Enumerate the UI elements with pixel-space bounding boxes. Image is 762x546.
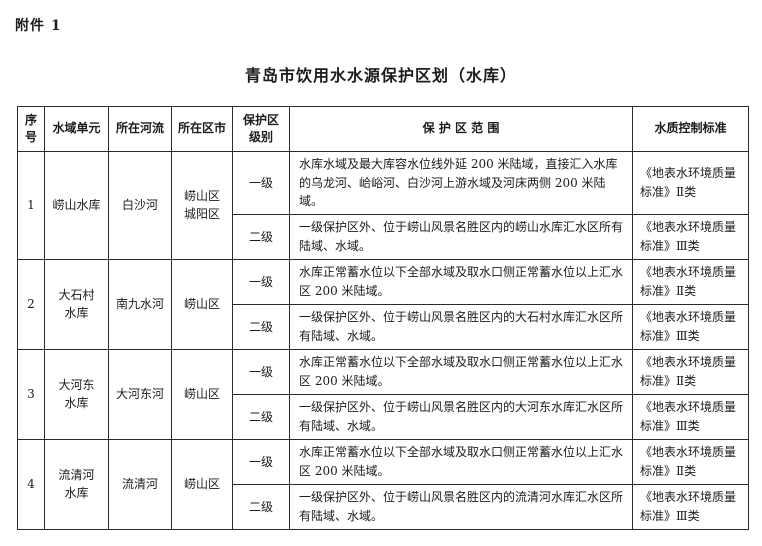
cell-level: 二级 (232, 213, 290, 260)
col-header-river: 所在河流 (108, 106, 172, 152)
cell-no: 2 (17, 258, 45, 350)
cell-no: 4 (17, 438, 45, 530)
cell-river: 南九水河 (108, 258, 172, 350)
cell-river: 大河东河 (108, 348, 172, 440)
cell-unit: 大河东 水库 (44, 348, 109, 440)
cell-unit: 崂山水库 (44, 151, 109, 260)
water-source-protection-table: 序 号 水域单元 所在河流 所在区市 保护区 级别 保 护 区 范 围 水质控制… (17, 106, 749, 530)
cell-level: 二级 (232, 303, 290, 350)
table-row: 二级 一级保护区外、位于崂山风景名胜区内的大河东水库汇水区所有陆域、水域。 《地… (18, 393, 749, 440)
cell-standard: 《地表水环境质量标准》Ⅱ类 (632, 438, 749, 485)
table-row: 二级 一级保护区外、位于崂山风景名胜区内的崂山水库汇水区所有陆域、水域。 《地表… (18, 213, 749, 260)
col-header-no: 序 号 (17, 106, 45, 152)
cell-scope: 水库水域及最大库容水位线外延 200 米陆域，直接汇入水库的乌龙河、峆峪河、白沙… (289, 151, 633, 215)
col-header-unit: 水域单元 (44, 106, 109, 152)
cell-standard: 《地表水环境质量标准》Ⅲ类 (632, 393, 749, 440)
cell-scope: 水库正常蓄水位以下全部水域及取水口侧正常蓄水位以上汇水区 200 米陆域。 (289, 438, 633, 485)
cell-scope: 一级保护区外、位于崂山风景名胜区内的大河东水库汇水区所有陆域、水域。 (289, 393, 633, 440)
cell-scope: 一级保护区外、位于崂山风景名胜区内的大石村水库汇水区所有陆域、水域。 (289, 303, 633, 350)
cell-district: 崂山区 (171, 438, 233, 530)
cell-standard: 《地表水环境质量标准》Ⅱ类 (632, 151, 749, 215)
table-row: 1 崂山水库 白沙河 崂山区 城阳区 一级 水库水域及最大库容水位线外延 200… (17, 151, 749, 260)
cell-scope: 一级保护区外、位于崂山风景名胜区内的流清河水库汇水区所有陆域、水域。 (289, 483, 633, 530)
cell-level: 二级 (232, 393, 290, 440)
cell-standard: 《地表水环境质量标准》Ⅱ类 (632, 258, 749, 305)
col-header-level: 保护区 级别 (232, 106, 290, 152)
col-header-district: 所在区市 (171, 106, 233, 152)
cell-scope: 水库正常蓄水位以下全部水域及取水口侧正常蓄水位以上汇水区 200 米陆域。 (289, 348, 633, 395)
cell-no: 3 (17, 348, 45, 440)
cell-unit: 流清河 水库 (44, 438, 109, 530)
page-title: 青岛市饮用水水源保护区划（水库） (244, 66, 517, 85)
table-row: 二级 一级保护区外、位于崂山风景名胜区内的大石村水库汇水区所有陆域、水域。 《地… (18, 303, 749, 350)
col-header-scope: 保 护 区 范 围 (289, 106, 633, 152)
table-row: 二级 一级保护区外、位于崂山风景名胜区内的流清河水库汇水区所有陆域、水域。 《地… (18, 483, 749, 530)
cell-level: 一级 (232, 438, 290, 485)
cell-standard: 《地表水环境质量标准》Ⅲ类 (632, 303, 749, 350)
cell-level: 一级 (232, 151, 290, 215)
cell-unit: 大石村 水库 (44, 258, 109, 350)
table-row: 2 大石村 水库 南九水河 崂山区 一级 水库正常蓄水位以下全部水域及取水口侧正… (17, 258, 749, 350)
cell-no: 1 (17, 151, 45, 260)
cell-river: 流清河 (108, 438, 172, 530)
cell-river: 白沙河 (108, 151, 172, 260)
header-row: 序 号 水域单元 所在河流 所在区市 保护区 级别 保 护 区 范 围 水质控制… (17, 106, 749, 152)
table-row: 4 流清河 水库 流清河 崂山区 一级 水库正常蓄水位以下全部水域及取水口侧正常… (17, 438, 749, 530)
cell-standard: 《地表水环境质量标准》Ⅲ类 (632, 483, 749, 530)
cell-level: 一级 (232, 258, 290, 305)
cell-district: 崂山区 (171, 348, 233, 440)
cell-level: 一级 (232, 348, 290, 395)
table-row: 3 大河东 水库 大河东河 崂山区 一级 水库正常蓄水位以下全部水域及取水口侧正… (17, 348, 749, 440)
cell-scope: 一级保护区外、位于崂山风景名胜区内的崂山水库汇水区所有陆域、水域。 (289, 213, 633, 260)
col-header-standard: 水质控制标准 (632, 106, 749, 152)
cell-level: 二级 (232, 483, 290, 530)
cell-standard: 《地表水环境质量标准》Ⅲ类 (632, 213, 749, 260)
cell-district: 崂山区 城阳区 (171, 151, 233, 260)
cell-standard: 《地表水环境质量标准》Ⅱ类 (632, 348, 749, 395)
attachment-label: 附件 1 (15, 18, 62, 34)
cell-district: 崂山区 (171, 258, 233, 350)
cell-scope: 水库正常蓄水位以下全部水域及取水口侧正常蓄水位以上汇水区 200 米陆域。 (289, 258, 633, 305)
